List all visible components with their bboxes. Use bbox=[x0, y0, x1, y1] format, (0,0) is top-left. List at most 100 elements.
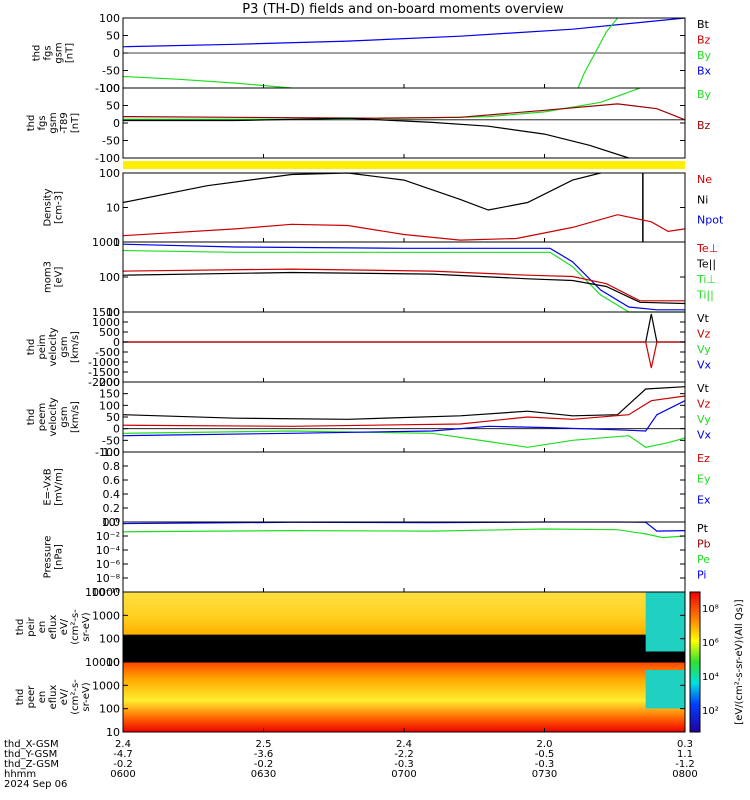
ylabel-line: thd bbox=[32, 45, 43, 62]
legend-Ni: Ni bbox=[697, 193, 708, 206]
legend-By: By bbox=[697, 49, 712, 62]
legend-Te||: Te|| bbox=[696, 258, 716, 271]
panel-frame bbox=[122, 311, 686, 383]
series-p4-Te|| bbox=[122, 271, 686, 305]
ephem-val: -0.3 bbox=[535, 759, 555, 770]
legend-Pt: Pt bbox=[697, 522, 709, 535]
legend-Bz: Bz bbox=[697, 34, 711, 47]
ephem-val: 0.3 bbox=[677, 739, 693, 750]
series-p2-Bz bbox=[122, 103, 686, 121]
ytick-label: 1000 bbox=[92, 236, 120, 249]
data-quality-bar bbox=[123, 161, 685, 169]
ytick-label: -50 bbox=[102, 65, 120, 78]
ylabel-line: eflux bbox=[48, 685, 59, 710]
ylabel-line: peer bbox=[26, 685, 37, 709]
ephem-val: 2.0 bbox=[537, 739, 553, 750]
ytick-label: 10 bbox=[106, 656, 120, 669]
panel-frame bbox=[122, 451, 686, 523]
ephem-val: 0600 bbox=[110, 769, 135, 780]
ephem-val: 2.4 bbox=[396, 739, 412, 750]
series-p6-Vy bbox=[122, 430, 686, 448]
ytick-label: -1500 bbox=[88, 366, 120, 379]
series-p4-Ti|| bbox=[122, 249, 685, 313]
ylabel-line: peem bbox=[37, 403, 48, 431]
legend-Ti||: Ti|| bbox=[696, 289, 714, 302]
ylabel-line: Pressure bbox=[43, 536, 54, 579]
ephem-val: -1.2 bbox=[675, 759, 695, 770]
ephem-val: -0.3 bbox=[394, 759, 414, 770]
series-p4-Te⊥ bbox=[122, 268, 685, 302]
ytick-label: 0 bbox=[113, 117, 120, 130]
colorbar-tick: 10⁴ bbox=[702, 672, 719, 683]
panel-p10: 10000 1000 100 10 thd peer en eflux eV/(cm²-s-sr… bbox=[15, 656, 686, 739]
ytick-label: 0.8 bbox=[103, 460, 121, 473]
ylabel-line: [nT] bbox=[65, 43, 76, 63]
ytick-label: 0 bbox=[113, 336, 120, 349]
ephem-val: -0.5 bbox=[535, 749, 555, 760]
series-p5-Vz bbox=[123, 341, 685, 369]
ytick-label: 50 bbox=[106, 411, 120, 424]
ytick-label: 0.0 bbox=[103, 516, 121, 529]
legend-Pi: Pi bbox=[697, 569, 706, 582]
ylabel-line: -T89 bbox=[59, 112, 70, 134]
ylabel-line: gsm bbox=[54, 42, 65, 63]
ephem-val: -0.2 bbox=[113, 759, 133, 770]
legend-Ti⊥: Ti⊥ bbox=[696, 273, 716, 286]
panel-p3: 100 10 1 Density [cm-3] Ne Ni Npot bbox=[43, 167, 724, 249]
legend-Bx: Bx bbox=[697, 65, 712, 78]
ylabel-line: (cm²-s- bbox=[70, 679, 81, 715]
legend-Vz: Vz bbox=[697, 328, 711, 341]
ytick-label: 0.4 bbox=[103, 488, 121, 501]
ylabel-line: fgs bbox=[43, 45, 54, 60]
ylabel-line: E=-VxB bbox=[43, 468, 54, 505]
ytick-label: 1 bbox=[113, 236, 120, 249]
ylabel-line: sr-eV) bbox=[81, 682, 92, 711]
ytick-label: 10⁻⁸ bbox=[96, 572, 121, 585]
ylabel-line: mom3 bbox=[43, 261, 54, 293]
ephem-label-1: thd_Y-GSM bbox=[4, 749, 57, 760]
ylabel-line: [nT] bbox=[70, 113, 81, 133]
ephem-val: 2.5 bbox=[256, 739, 272, 750]
ytick-label: -100 bbox=[95, 82, 120, 95]
spectrogram-ion bbox=[123, 592, 685, 662]
ylabel-line: thd bbox=[15, 689, 26, 706]
ytick-label: -100 bbox=[95, 446, 120, 459]
ytick-label: -50 bbox=[102, 135, 120, 148]
ytick-label: 10⁰ bbox=[102, 516, 121, 529]
ephem-val: 0800 bbox=[672, 769, 697, 780]
panel-p4: 1000 100 10 mom3 [eV] Te⊥ Te|| Ti⊥ Ti|| bbox=[43, 236, 719, 319]
panel-p9: 10000 1000 100 10 thd peir en eflux eV/(cm²-s-sr… bbox=[15, 586, 686, 669]
ephem-val: 0630 bbox=[251, 769, 276, 780]
ephem-val: 1.1 bbox=[677, 749, 693, 760]
spectrogram-ion-cyan bbox=[645, 592, 685, 652]
ephem-date: 2024 Sep 06 bbox=[4, 779, 67, 790]
panel-frame bbox=[122, 521, 686, 593]
ephem-val: 2.4 bbox=[115, 739, 131, 750]
ytick-label: 10⁻¹⁰ bbox=[91, 586, 120, 599]
legend-Pe: Pe bbox=[697, 553, 710, 566]
ytick-label: 0 bbox=[113, 423, 120, 436]
legend-Vt: Vt bbox=[697, 382, 710, 395]
spectrogram-electron bbox=[123, 662, 685, 732]
ylabel-line: sr-eV) bbox=[81, 612, 92, 641]
legend-Ne: Ne bbox=[697, 173, 712, 186]
panel-p7: 1.00.80.60.40.20.0 E=-VxB [mV/m] Ez Ey Ex bbox=[43, 446, 711, 529]
series-p6-Vx bbox=[122, 400, 686, 437]
ytick-label: 10000 bbox=[85, 656, 120, 669]
colorbar-tick: 10² bbox=[702, 706, 719, 717]
legend-Ex: Ex bbox=[697, 493, 711, 506]
ytick-label: 150 bbox=[99, 388, 120, 401]
ytick-label: 200 bbox=[99, 376, 120, 389]
ephem-val: -0.2 bbox=[254, 759, 274, 770]
legend-By: By bbox=[697, 88, 712, 101]
ytick-label: 1500 bbox=[92, 306, 120, 319]
ytick-label: 0.6 bbox=[103, 474, 121, 487]
ylabel-p2: thd fgs gsm -T89 [nT] bbox=[26, 112, 81, 134]
ephem-val: -4.7 bbox=[113, 749, 133, 760]
series-p1-Bt bbox=[577, 17, 619, 89]
